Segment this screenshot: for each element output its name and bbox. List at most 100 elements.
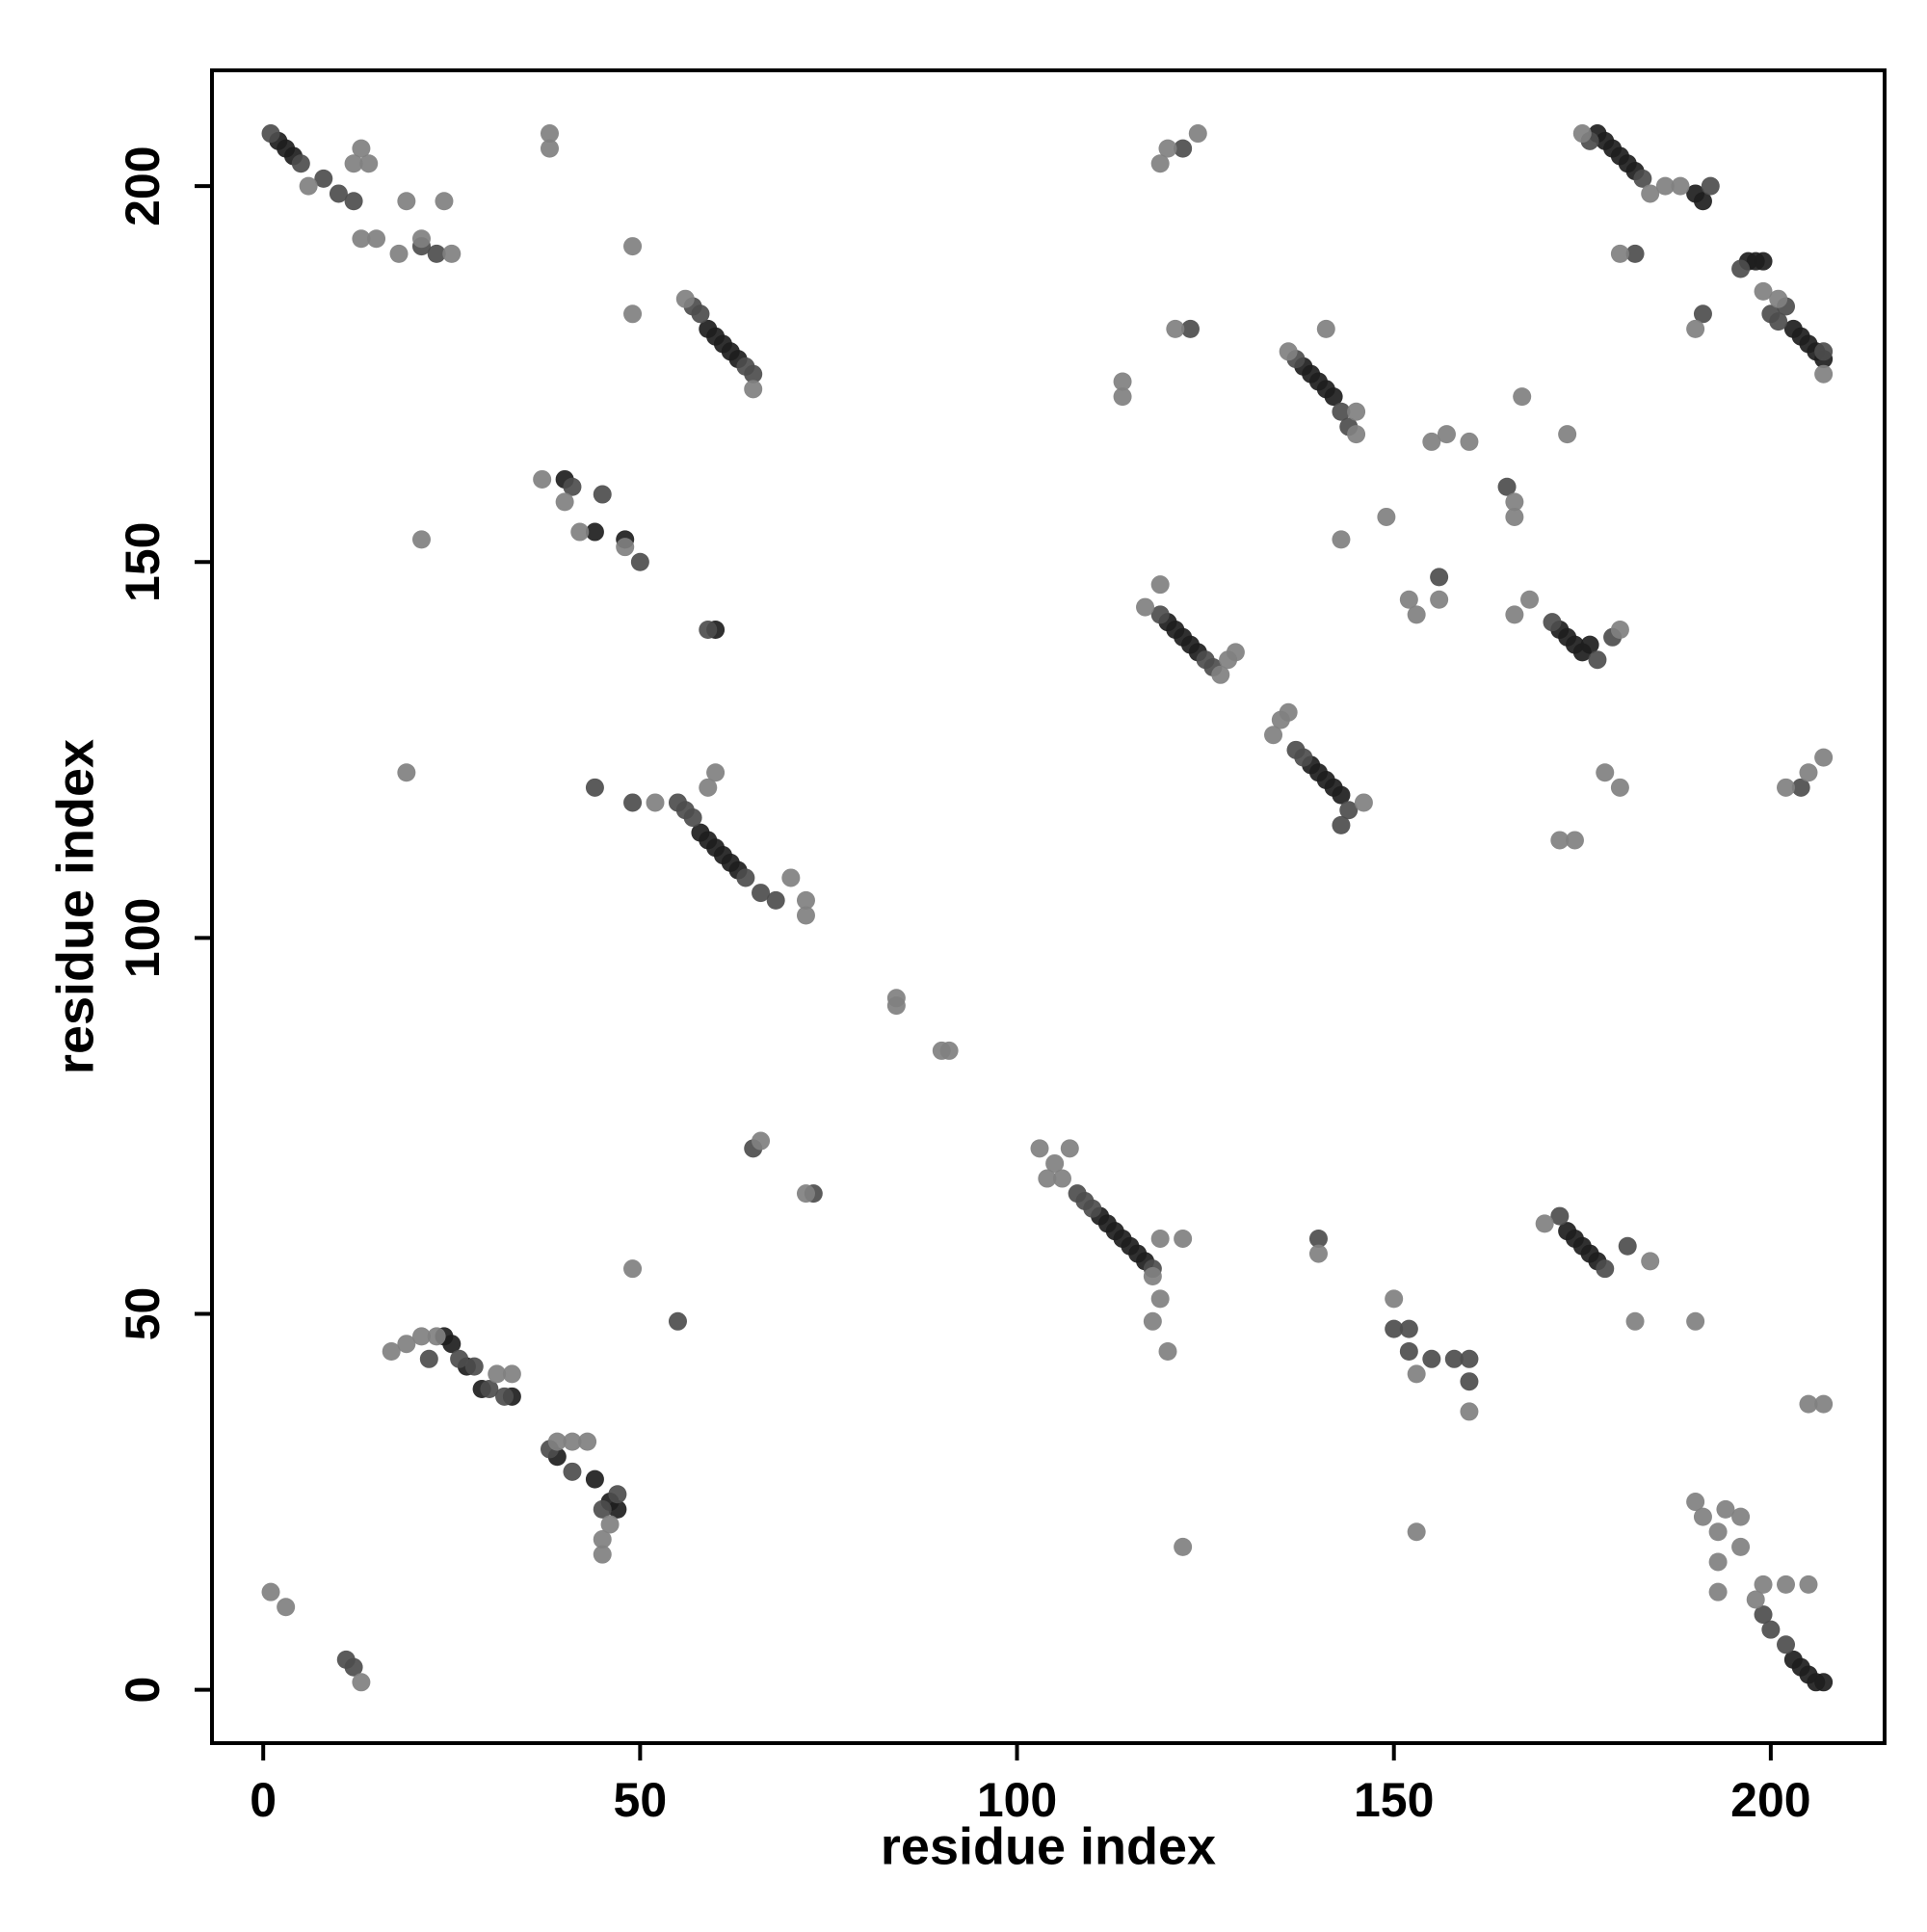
contact-point (585, 778, 604, 797)
contact-point (796, 1184, 815, 1204)
contact-point (540, 139, 559, 158)
contact-point (1777, 1635, 1796, 1654)
contact-point (352, 229, 371, 249)
contact-point (1332, 815, 1351, 834)
y-tick-label: 0 (116, 1677, 170, 1704)
contact-point (706, 763, 726, 782)
contact-point (540, 124, 559, 144)
plot-frame (210, 68, 1887, 1745)
contact-point (1580, 635, 1599, 654)
x-tick-label: 100 (977, 1773, 1057, 1827)
contact-point (1814, 342, 1834, 361)
contact-point (1625, 1311, 1645, 1331)
contact-point (442, 244, 462, 263)
contact-point (1430, 590, 1449, 609)
contact-point (502, 1364, 521, 1384)
contact-point (752, 1131, 771, 1151)
contact-point (1777, 778, 1796, 797)
contact-point (1136, 597, 1155, 617)
x-tick-label: 0 (250, 1773, 277, 1827)
contact-point (411, 229, 431, 249)
contact-point (646, 793, 665, 812)
contact-point (419, 1349, 438, 1368)
contact-point (1791, 778, 1810, 797)
contact-point (495, 1387, 515, 1406)
contact-point (314, 169, 333, 188)
contact-point (1520, 590, 1540, 609)
contact-point (1769, 312, 1788, 331)
contact-point (570, 522, 590, 542)
contact-point (1550, 831, 1570, 850)
contact-point (1641, 1252, 1660, 1271)
contact-point (1460, 1372, 1479, 1391)
contact-point (1814, 364, 1834, 384)
contact-point (563, 1432, 582, 1451)
contact-point (389, 244, 409, 263)
contact-point (744, 364, 763, 384)
contact-point (1399, 1319, 1418, 1338)
contact-point (1693, 1507, 1712, 1526)
contact-point (766, 890, 785, 910)
contact-point (1399, 1342, 1418, 1362)
contact-point (1158, 139, 1177, 158)
contact-point (1437, 425, 1456, 444)
y-tick-label: 100 (116, 898, 170, 978)
contact-point (1052, 1169, 1071, 1188)
contact-point (1226, 643, 1245, 662)
contact-point (1422, 432, 1441, 451)
plot-area (261, 124, 1834, 1692)
contact-point (563, 1462, 582, 1481)
y-tick-label: 200 (116, 146, 170, 225)
contact-point (1754, 251, 1773, 271)
contact-point (1045, 1153, 1065, 1173)
contact-point (752, 884, 771, 903)
contact-point (1180, 319, 1200, 338)
contact-point (1708, 1582, 1728, 1601)
contact-point (1385, 1289, 1404, 1309)
contact-point (744, 380, 763, 399)
y-axis-title: residue index (46, 739, 104, 1074)
contact-point (1633, 169, 1652, 188)
contact-point (1497, 477, 1517, 496)
contact-point (1550, 1206, 1570, 1226)
contact-point (411, 530, 431, 549)
contact-point (1211, 665, 1230, 684)
contact-point (1399, 590, 1418, 609)
contact-point (427, 1327, 446, 1346)
contact-point (1354, 793, 1373, 812)
contact-point (1174, 1229, 1193, 1248)
contact-point (1641, 184, 1660, 203)
contact-point (1316, 319, 1335, 338)
contact-point (1264, 726, 1283, 745)
contact-point (1294, 748, 1313, 767)
contact-point (1799, 1394, 1818, 1414)
contact-point (1385, 1319, 1404, 1338)
contact-point (1708, 1552, 1728, 1572)
contact-point (1572, 124, 1592, 144)
contact-point (623, 1259, 643, 1279)
contact-point (1708, 1522, 1728, 1542)
contact-point (683, 808, 702, 828)
contact-point (1686, 319, 1705, 338)
contact-point (397, 192, 416, 211)
contact-point (336, 1650, 356, 1669)
contact-point (1814, 748, 1834, 767)
x-tick-label: 50 (614, 1773, 668, 1827)
contact-point (1150, 575, 1170, 595)
contact-point (1150, 605, 1170, 624)
contact-point (736, 868, 755, 887)
contact-point (1731, 1537, 1751, 1556)
contact-point (563, 477, 582, 496)
contact-point (1625, 244, 1645, 263)
contact-point (1174, 1537, 1193, 1556)
x-tick-label: 150 (1354, 1773, 1434, 1827)
contact-point (533, 469, 552, 489)
contact-point (1505, 507, 1524, 526)
contact-point (344, 192, 363, 211)
contact-point (450, 1349, 469, 1368)
contact-point (1565, 831, 1584, 850)
contact-point (1596, 1259, 1615, 1279)
contact-point (1814, 1673, 1834, 1692)
contact-point (555, 492, 574, 512)
contact-point (1769, 289, 1788, 308)
